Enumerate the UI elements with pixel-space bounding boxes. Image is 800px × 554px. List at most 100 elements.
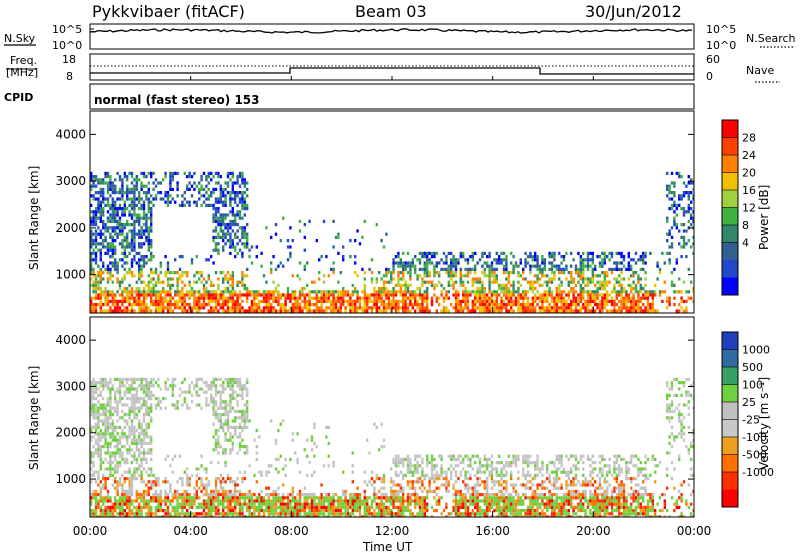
echo-cell [210,171,213,175]
echo-cell [195,381,198,385]
echo-cell [603,287,606,291]
echo-cell [445,258,448,262]
echo-cell [577,296,580,300]
echo-cell [260,489,263,493]
echo-cell [538,267,542,271]
echo-cell [130,216,134,220]
echo-cell [114,454,117,458]
echo-cell [190,505,194,509]
echo-cell [320,296,323,300]
echo-cell [121,512,124,516]
echo-cell [145,296,148,300]
echo-cell [181,293,184,297]
echo-cell [121,223,124,227]
echo-cell [502,306,506,310]
echo-cell [205,178,208,182]
echo-cell [97,283,100,287]
echo-cell [147,505,150,509]
echo-cell [618,293,621,297]
echo-cell [286,287,290,291]
echo-cell [284,473,287,477]
echo-cell [226,303,230,307]
echo-cell [121,435,124,439]
echo-cell [186,390,189,394]
echo-cell [109,306,112,310]
echo-cell [332,306,335,310]
echo-cell [169,290,172,294]
echo-cell [260,496,263,500]
echo-cell [147,406,150,410]
echo-cell [126,493,129,497]
echo-cell [128,384,131,388]
echo-cell [90,435,93,439]
echo-cell [222,200,225,204]
echo-cell [210,502,213,506]
echo-cell [128,171,131,175]
echo-cell [94,280,98,284]
echo-cell [229,480,232,484]
echo-cell [90,267,93,271]
echo-cell [104,425,107,429]
echo-cell [104,377,107,381]
echo-cell [550,290,554,294]
echo-cell [126,207,129,211]
echo-cell [627,255,630,259]
echo-cell [370,258,374,262]
echo-cell [106,416,110,420]
echo-cell [111,280,114,284]
echo-cell [130,229,134,233]
echo-cell [140,403,143,407]
echo-cell [176,293,179,297]
echo-cell [397,303,400,307]
echo-cell [126,296,129,300]
echo-cell [145,393,148,397]
echo-cell [673,223,676,227]
echo-cell [459,283,462,287]
echo-cell [92,178,95,182]
echo-cell [656,277,659,281]
echo-cell [318,309,321,313]
echo-cell [145,223,148,227]
echo-cell [270,261,273,265]
echo-cell [176,290,179,294]
echo-cell [229,499,232,503]
echo-cell [111,432,114,436]
echo-cell [668,299,671,303]
echo-cell [253,509,256,513]
echo-cell [181,309,184,313]
echo-cell [651,303,654,307]
echo-cell [159,293,162,297]
echo-cell [229,306,232,310]
echo-cell [229,505,232,509]
echo-cell [128,203,131,207]
echo-cell [514,299,518,303]
echo-cell [164,477,167,481]
echo-cell [291,438,294,442]
echo-cell [313,280,316,284]
echo-cell [126,271,129,275]
echo-cell [90,187,93,191]
echo-cell [260,264,263,268]
echo-cell [618,290,621,294]
echo-cell [354,271,357,275]
echo-cell [637,280,640,284]
echo-cell [498,255,501,259]
echo-cell [142,480,146,484]
echo-cell [198,505,201,509]
echo-cell [90,384,93,388]
echo-cell [118,287,122,291]
echo-cell [186,293,189,297]
echo-cell [404,280,407,284]
echo-cell [454,280,458,284]
echo-cell [274,290,278,294]
echo-cell [387,306,390,310]
echo-cell [114,499,117,503]
echo-cell [133,213,136,217]
echo-cell [202,499,206,503]
echo-cell [92,283,95,287]
echo-cell [193,387,196,391]
echo-cell [229,219,232,223]
echo-cell [123,171,126,175]
echo-cell [97,248,100,252]
echo-cell [536,258,539,262]
